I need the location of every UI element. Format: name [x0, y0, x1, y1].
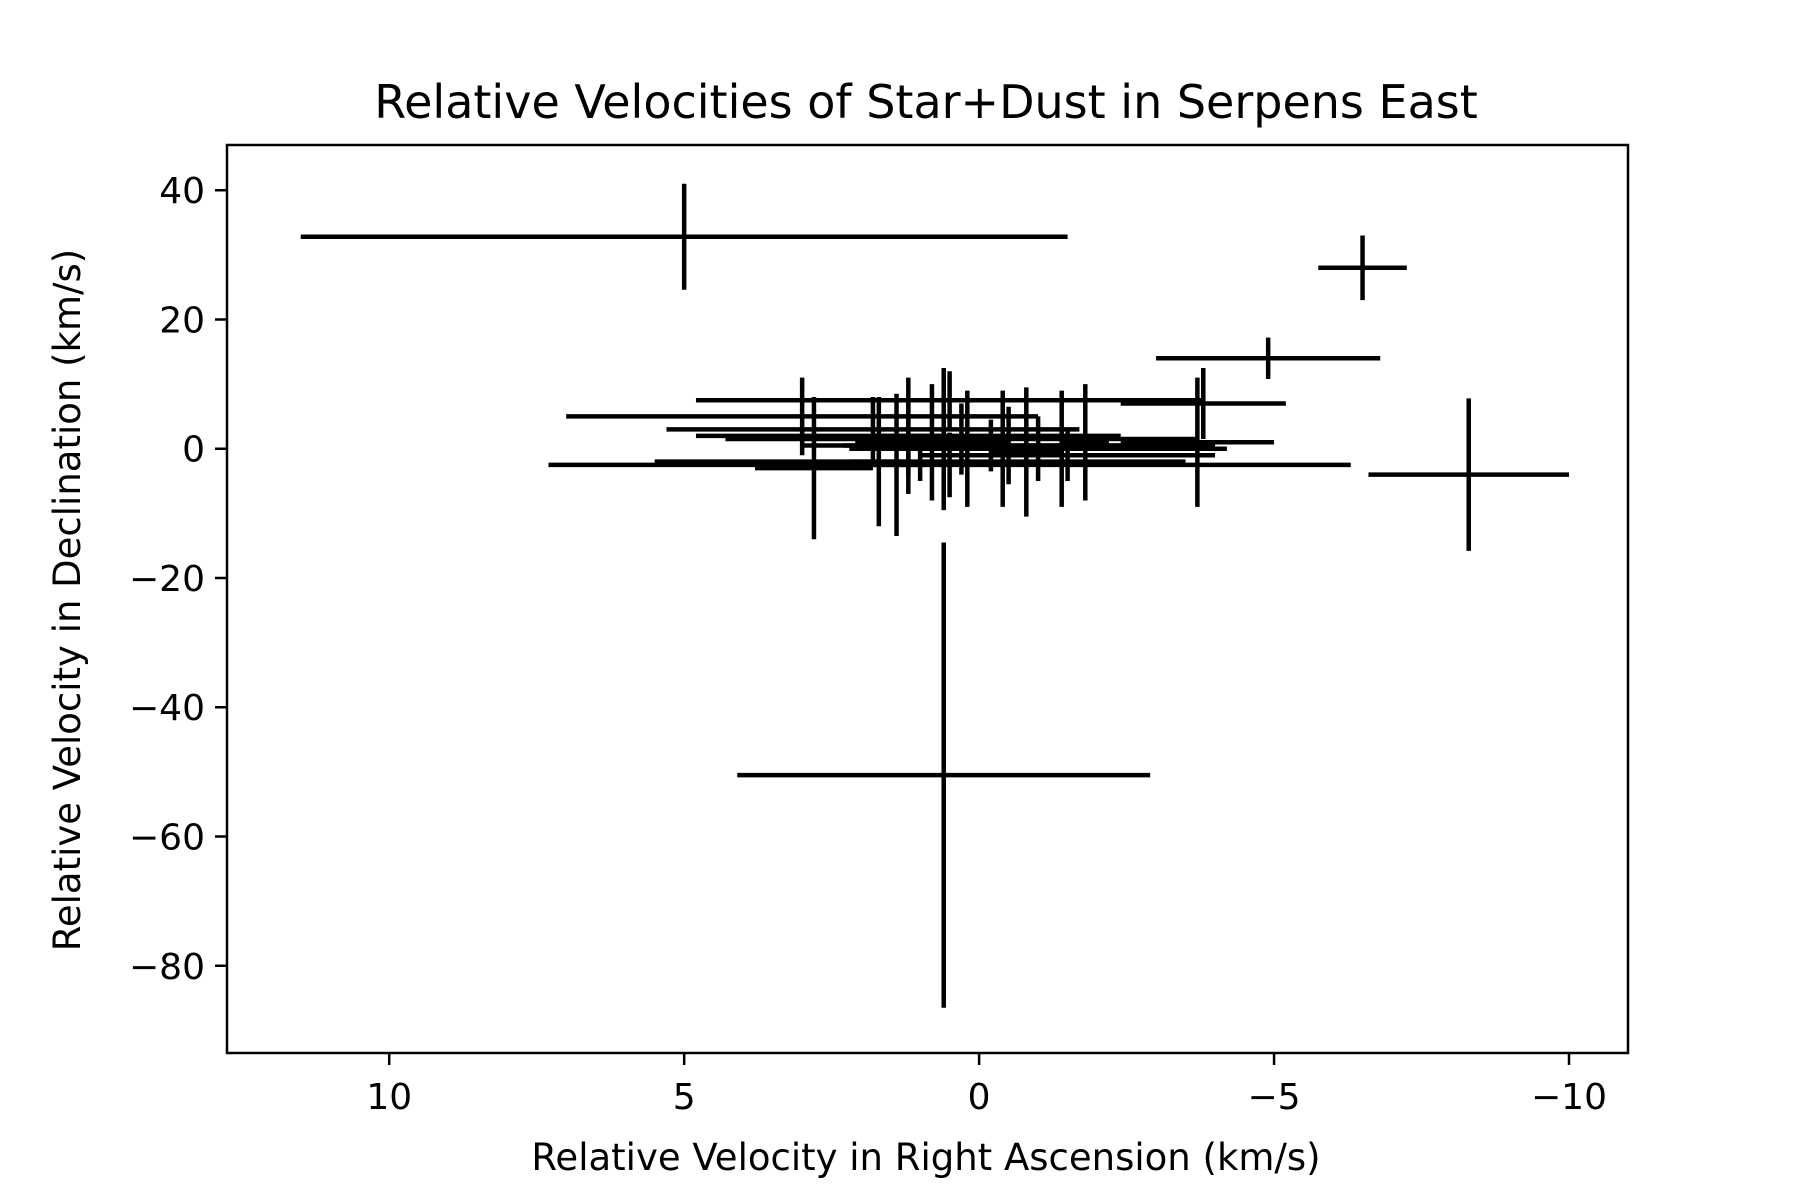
data-point	[1032, 390, 1092, 507]
x-tick-label: 5	[673, 1077, 696, 1118]
y-tick-label: −20	[129, 559, 205, 600]
x-axis: 10 5 0 −5 −10	[366, 1053, 1607, 1118]
x-tick-label: −5	[1248, 1077, 1301, 1118]
data-point	[1120, 367, 1286, 440]
x-tick-label: 10	[366, 1077, 412, 1118]
data-point	[695, 371, 1204, 430]
plot-frame	[225, 143, 1630, 1055]
data-point	[737, 542, 1151, 1008]
data-point	[754, 397, 873, 540]
data-point	[902, 367, 986, 511]
data-point	[300, 183, 1068, 290]
data-point	[1061, 384, 1109, 501]
data-point	[843, 419, 1139, 472]
y-tick-label: −60	[129, 818, 205, 859]
y-tick-label: −40	[129, 688, 205, 729]
y-axis-label: Relative Velocity in Declination (km/s)	[46, 249, 89, 951]
x-tick-label: 0	[968, 1077, 991, 1118]
y-axis: 40 20 0 −20 −40 −60 −80	[129, 171, 227, 988]
x-axis-label: Relative Velocity in Right Ascension (km…	[531, 1136, 1320, 1179]
data-point	[1120, 377, 1275, 507]
y-tick-label: −80	[129, 947, 205, 988]
data-point	[1368, 398, 1570, 551]
data-point	[961, 390, 1045, 507]
data-point	[1318, 235, 1407, 301]
data-point	[867, 393, 927, 536]
y-tick-label: 40	[159, 171, 205, 212]
y-tick-label: 20	[159, 300, 205, 341]
chart-title: Relative Velocities of Star+Dust in Serp…	[374, 75, 1478, 129]
data-point	[872, 377, 944, 494]
x-tick-label: −10	[1531, 1077, 1607, 1118]
y-tick-label: 0	[182, 430, 205, 471]
data-point	[1156, 337, 1381, 379]
data-marks	[300, 183, 1570, 1008]
data-point	[990, 387, 1062, 517]
